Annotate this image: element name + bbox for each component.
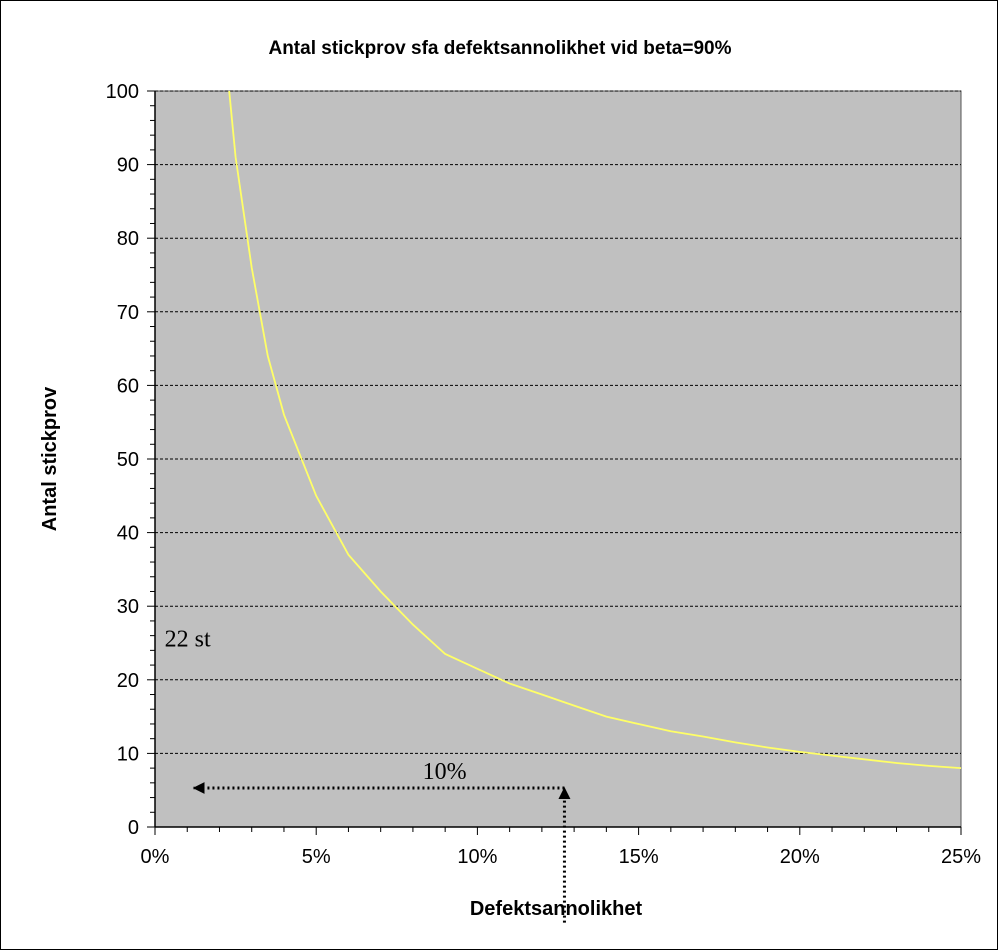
y-tick-label: 0 [128, 817, 139, 839]
series-line [228, 90, 962, 769]
y-tick-label: 90 [117, 155, 139, 177]
y-tick-label: 80 [117, 228, 139, 250]
annotation-label: 22 st [165, 627, 211, 653]
x-tick-label: 15% [619, 846, 659, 868]
x-tick-label: 10% [457, 846, 497, 868]
y-tick-label: 70 [117, 302, 139, 324]
y-tick-label: 30 [117, 596, 139, 618]
x-tick-label: 25% [941, 846, 981, 868]
y-tick-label: 50 [117, 449, 139, 471]
y-tick-label: 100 [106, 81, 139, 103]
x-tick-label: 5% [302, 846, 331, 868]
y-tick-label: 20 [117, 670, 139, 692]
y-tick-label: 60 [117, 375, 139, 397]
chart-title: Antal stickprov sfa defektsannolikhet vi… [268, 38, 731, 59]
y-axis-label: Antal stickprov [39, 386, 61, 531]
plot-area: 0 10 20 30 40 50 60 70 80 90 100 0% 5% 10% 15% 20% 25% 22… [106, 81, 981, 923]
y-tick-label: 40 [117, 523, 139, 545]
annotation-label: 10% [423, 759, 467, 785]
y-tick-label: 10 [117, 743, 139, 765]
x-axis-label: Defektsannolikhet [470, 898, 643, 920]
x-tick-label: 20% [780, 846, 820, 868]
x-tick-label: 0% [141, 846, 170, 868]
